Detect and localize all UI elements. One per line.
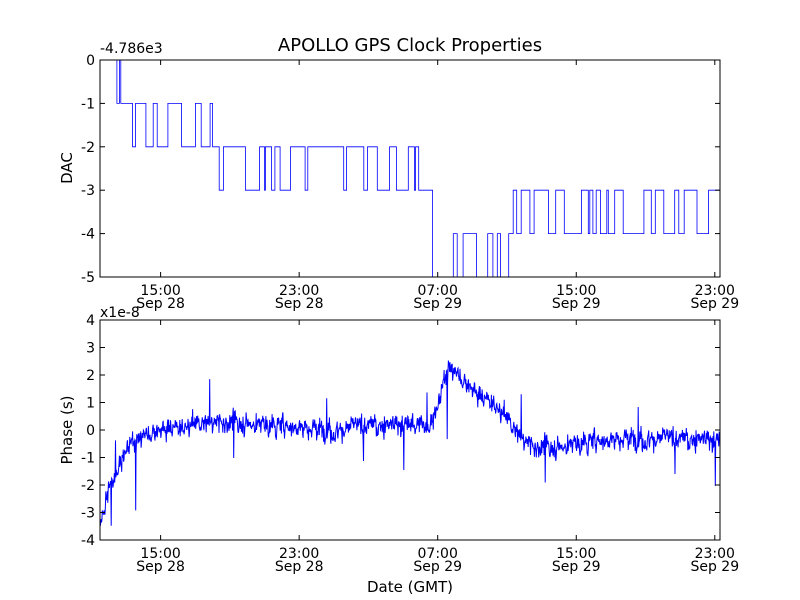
dac-xtick-label-date: Sep 29 — [413, 296, 462, 312]
phase-xtick-label-time: 07:00 — [418, 546, 458, 562]
dac-xtick-label-time: 23:00 — [279, 283, 319, 299]
dac-xtick-label-time: 15:00 — [556, 283, 596, 299]
dac-xtick-label-date: Sep 28 — [136, 296, 185, 312]
dac-xtick-label-time: 23:00 — [695, 283, 735, 299]
phase-series-group — [100, 360, 720, 527]
dac-offset-label: -4.786e3 — [100, 41, 163, 57]
phase-ytick-label: -3 — [81, 506, 95, 522]
dac-ytick-label: 0 — [86, 53, 95, 69]
phase-ytick-label: 2 — [86, 368, 95, 384]
phase-xtick-label-date: Sep 28 — [136, 559, 185, 575]
phase-xtick-label-time: 23:00 — [279, 546, 319, 562]
phase-xlabel: Date (GMT) — [367, 578, 453, 596]
dac-xtick-label-time: 15:00 — [140, 283, 180, 299]
phase-ytick-label: 0 — [86, 423, 95, 439]
dac-ytick-label: -2 — [81, 140, 95, 156]
phase-ytick-label: -4 — [81, 533, 95, 549]
dac-xtick-label-date: Sep 28 — [275, 296, 324, 312]
dac-series-group — [100, 60, 720, 277]
phase-ylabel: Phase (s) — [58, 395, 76, 464]
dac-series-line — [100, 60, 720, 277]
phase-offset-label: x1e-8 — [100, 305, 140, 321]
dac-ytick-label: -1 — [81, 96, 95, 112]
phase-ytick-label: -2 — [81, 478, 95, 494]
phase-ytick-label: 3 — [86, 341, 95, 357]
phase-xtick-label-time: 15:00 — [140, 546, 180, 562]
phase-ytick-label: 1 — [86, 396, 95, 412]
dac-ylabel: DAC — [58, 152, 76, 184]
phase-ytick-label: 4 — [86, 313, 95, 329]
dac-ytick-label: -5 — [81, 270, 95, 286]
phase-xtick-label-time: 15:00 — [556, 546, 596, 562]
phase-xtick-label-date: Sep 29 — [552, 559, 601, 575]
dac-xtick-label-date: Sep 29 — [552, 296, 601, 312]
dac-xtick-label-time: 07:00 — [418, 283, 458, 299]
dac-ytick-label: -4 — [81, 227, 95, 243]
phase-xtick-label-date: Sep 29 — [690, 559, 739, 575]
dac-ytick-label: -3 — [81, 183, 95, 199]
dac-xtick-label-date: Sep 29 — [690, 296, 739, 312]
phase-series-line — [100, 360, 720, 527]
chart-title: APOLLO GPS Clock Properties — [278, 35, 542, 56]
phase-xtick-label-time: 23:00 — [695, 546, 735, 562]
phase-xtick-label-date: Sep 28 — [275, 559, 324, 575]
dac-axes-frame — [99, 59, 721, 278]
phase-xtick-label-date: Sep 29 — [413, 559, 462, 575]
phase-ytick-label: -1 — [81, 451, 95, 467]
